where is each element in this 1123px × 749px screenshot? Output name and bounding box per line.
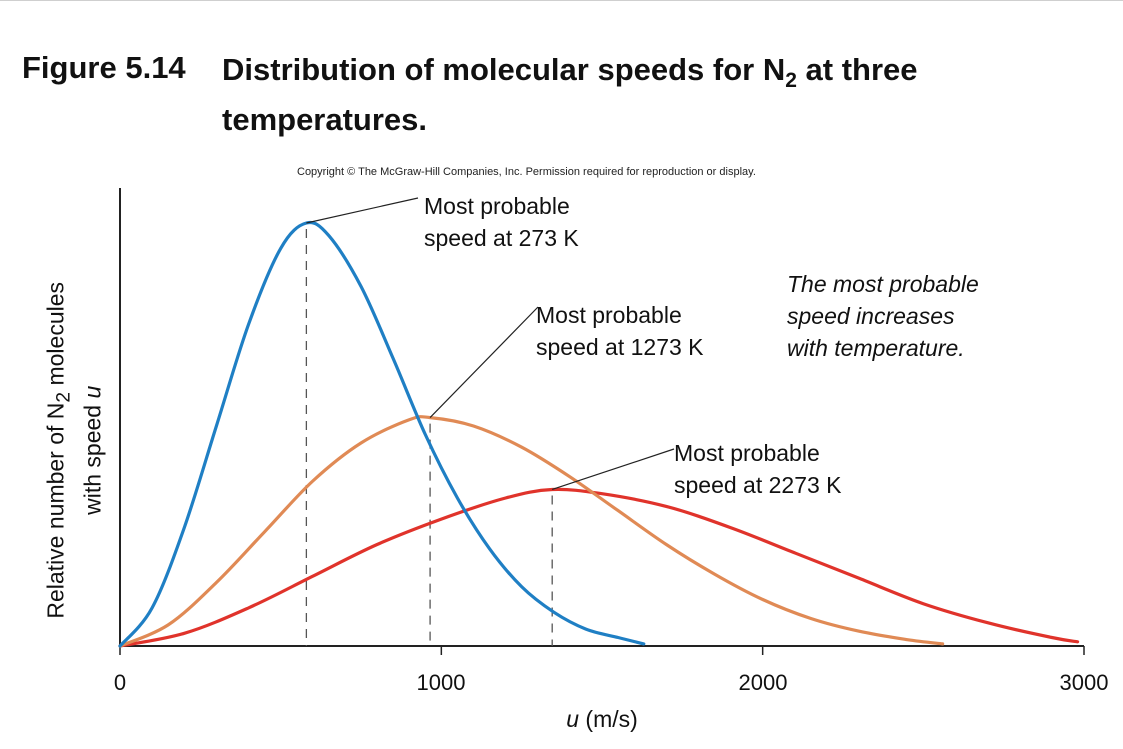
x-axis-label-variable: u [566, 706, 580, 732]
x-tick-label-0: 0 [113, 670, 127, 695]
figure-number: Figure 5.14 [22, 50, 186, 85]
curve-273k [118, 220, 646, 648]
y-axis-label: Relative number of N2 molecules with spe… [42, 240, 107, 660]
annotation-1273k-line2: speed at 1273 K [536, 334, 704, 360]
y-axis-label-line2-pre: with speed [79, 398, 106, 515]
temperature-note-line2: speed increases [787, 303, 955, 329]
temperature-note: The most probable speed increases with t… [787, 268, 979, 364]
y-axis-label-line1-pre: Relative number of N [42, 402, 69, 619]
temperature-note-line1: The most probable [787, 271, 979, 297]
figure-title-main: Distribution of molecular speeds for N [222, 52, 786, 87]
annotation-1273k: Most probable speed at 1273 K [536, 299, 704, 363]
y-axis-label-line1-post: molecules [42, 281, 69, 392]
annotation-273k-line2: speed at 273 K [424, 225, 579, 251]
y-axis-label-variable: u [79, 385, 106, 399]
annotation-1273k-line1: Most probable [536, 302, 682, 328]
y-axis-label-subscript: 2 [53, 391, 75, 403]
annotation-273k: Most probable speed at 273 K [424, 190, 579, 254]
figure-title-subscript: 2 [785, 69, 797, 93]
annotation-273k-line1: Most probable [424, 193, 570, 219]
leader-line-2273k [552, 448, 675, 491]
figure-title: Distribution of molecular speeds for N2 … [222, 50, 1042, 139]
annotation-2273k-line1: Most probable [674, 440, 820, 466]
x-tick-label-2000: 2000 [738, 670, 788, 695]
top-border-line [0, 0, 1123, 1]
copyright-notice: Copyright © The McGraw-Hill Companies, I… [297, 166, 756, 178]
temperature-note-line3: with temperature. [787, 335, 965, 361]
annotation-2273k: Most probable speed at 2273 K [674, 437, 842, 501]
x-axis-label-unit: (m/s) [579, 706, 638, 732]
curve-2273k [118, 487, 1080, 648]
figure-title-line2: temperatures. [222, 102, 428, 138]
figure-title-end: at three [796, 52, 918, 87]
curve-1273k [118, 415, 945, 648]
leader-line-1273k [429, 306, 539, 418]
leader-line-273k [306, 197, 419, 224]
x-axis-label: u (m/s) [566, 706, 638, 733]
x-tick-label-1000: 1000 [416, 670, 466, 695]
x-tick-label-3000: 3000 [1059, 670, 1109, 695]
annotation-2273k-line2: speed at 2273 K [674, 472, 842, 498]
